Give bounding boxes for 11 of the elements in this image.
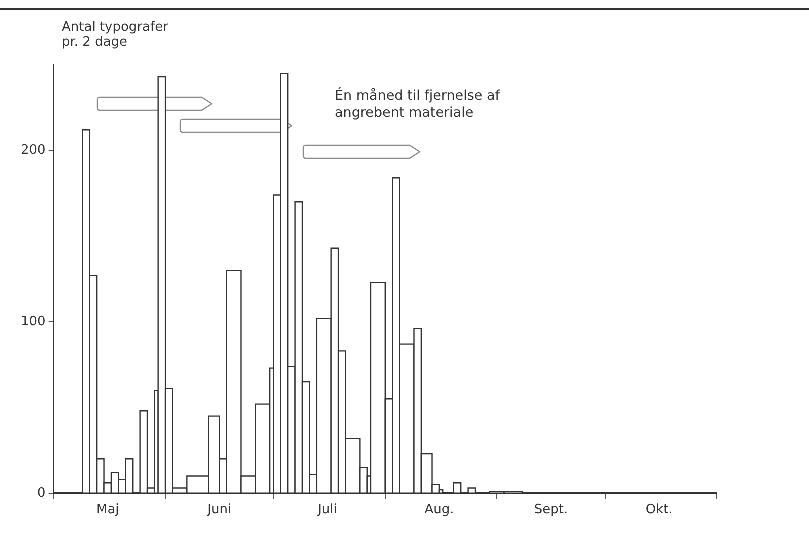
y-axis-title: Antal typografer pr. 2 dage [62,20,170,50]
x-tick-label: Okt. [646,502,673,518]
y-tick-label: 0 [38,486,46,501]
x-tick-label: Sept. [534,502,568,518]
x-tick-label: Juni [206,502,232,518]
x-tick-label: Maj [96,502,120,518]
annotation: Én måned til fjernelse af angrebent materiale [335,88,502,122]
y-tick-label: 100 [20,314,46,330]
y-tick-label: 200 [20,143,46,158]
x-tick-label: Juli [317,502,338,518]
x-tick-label: Aug. [424,502,454,518]
